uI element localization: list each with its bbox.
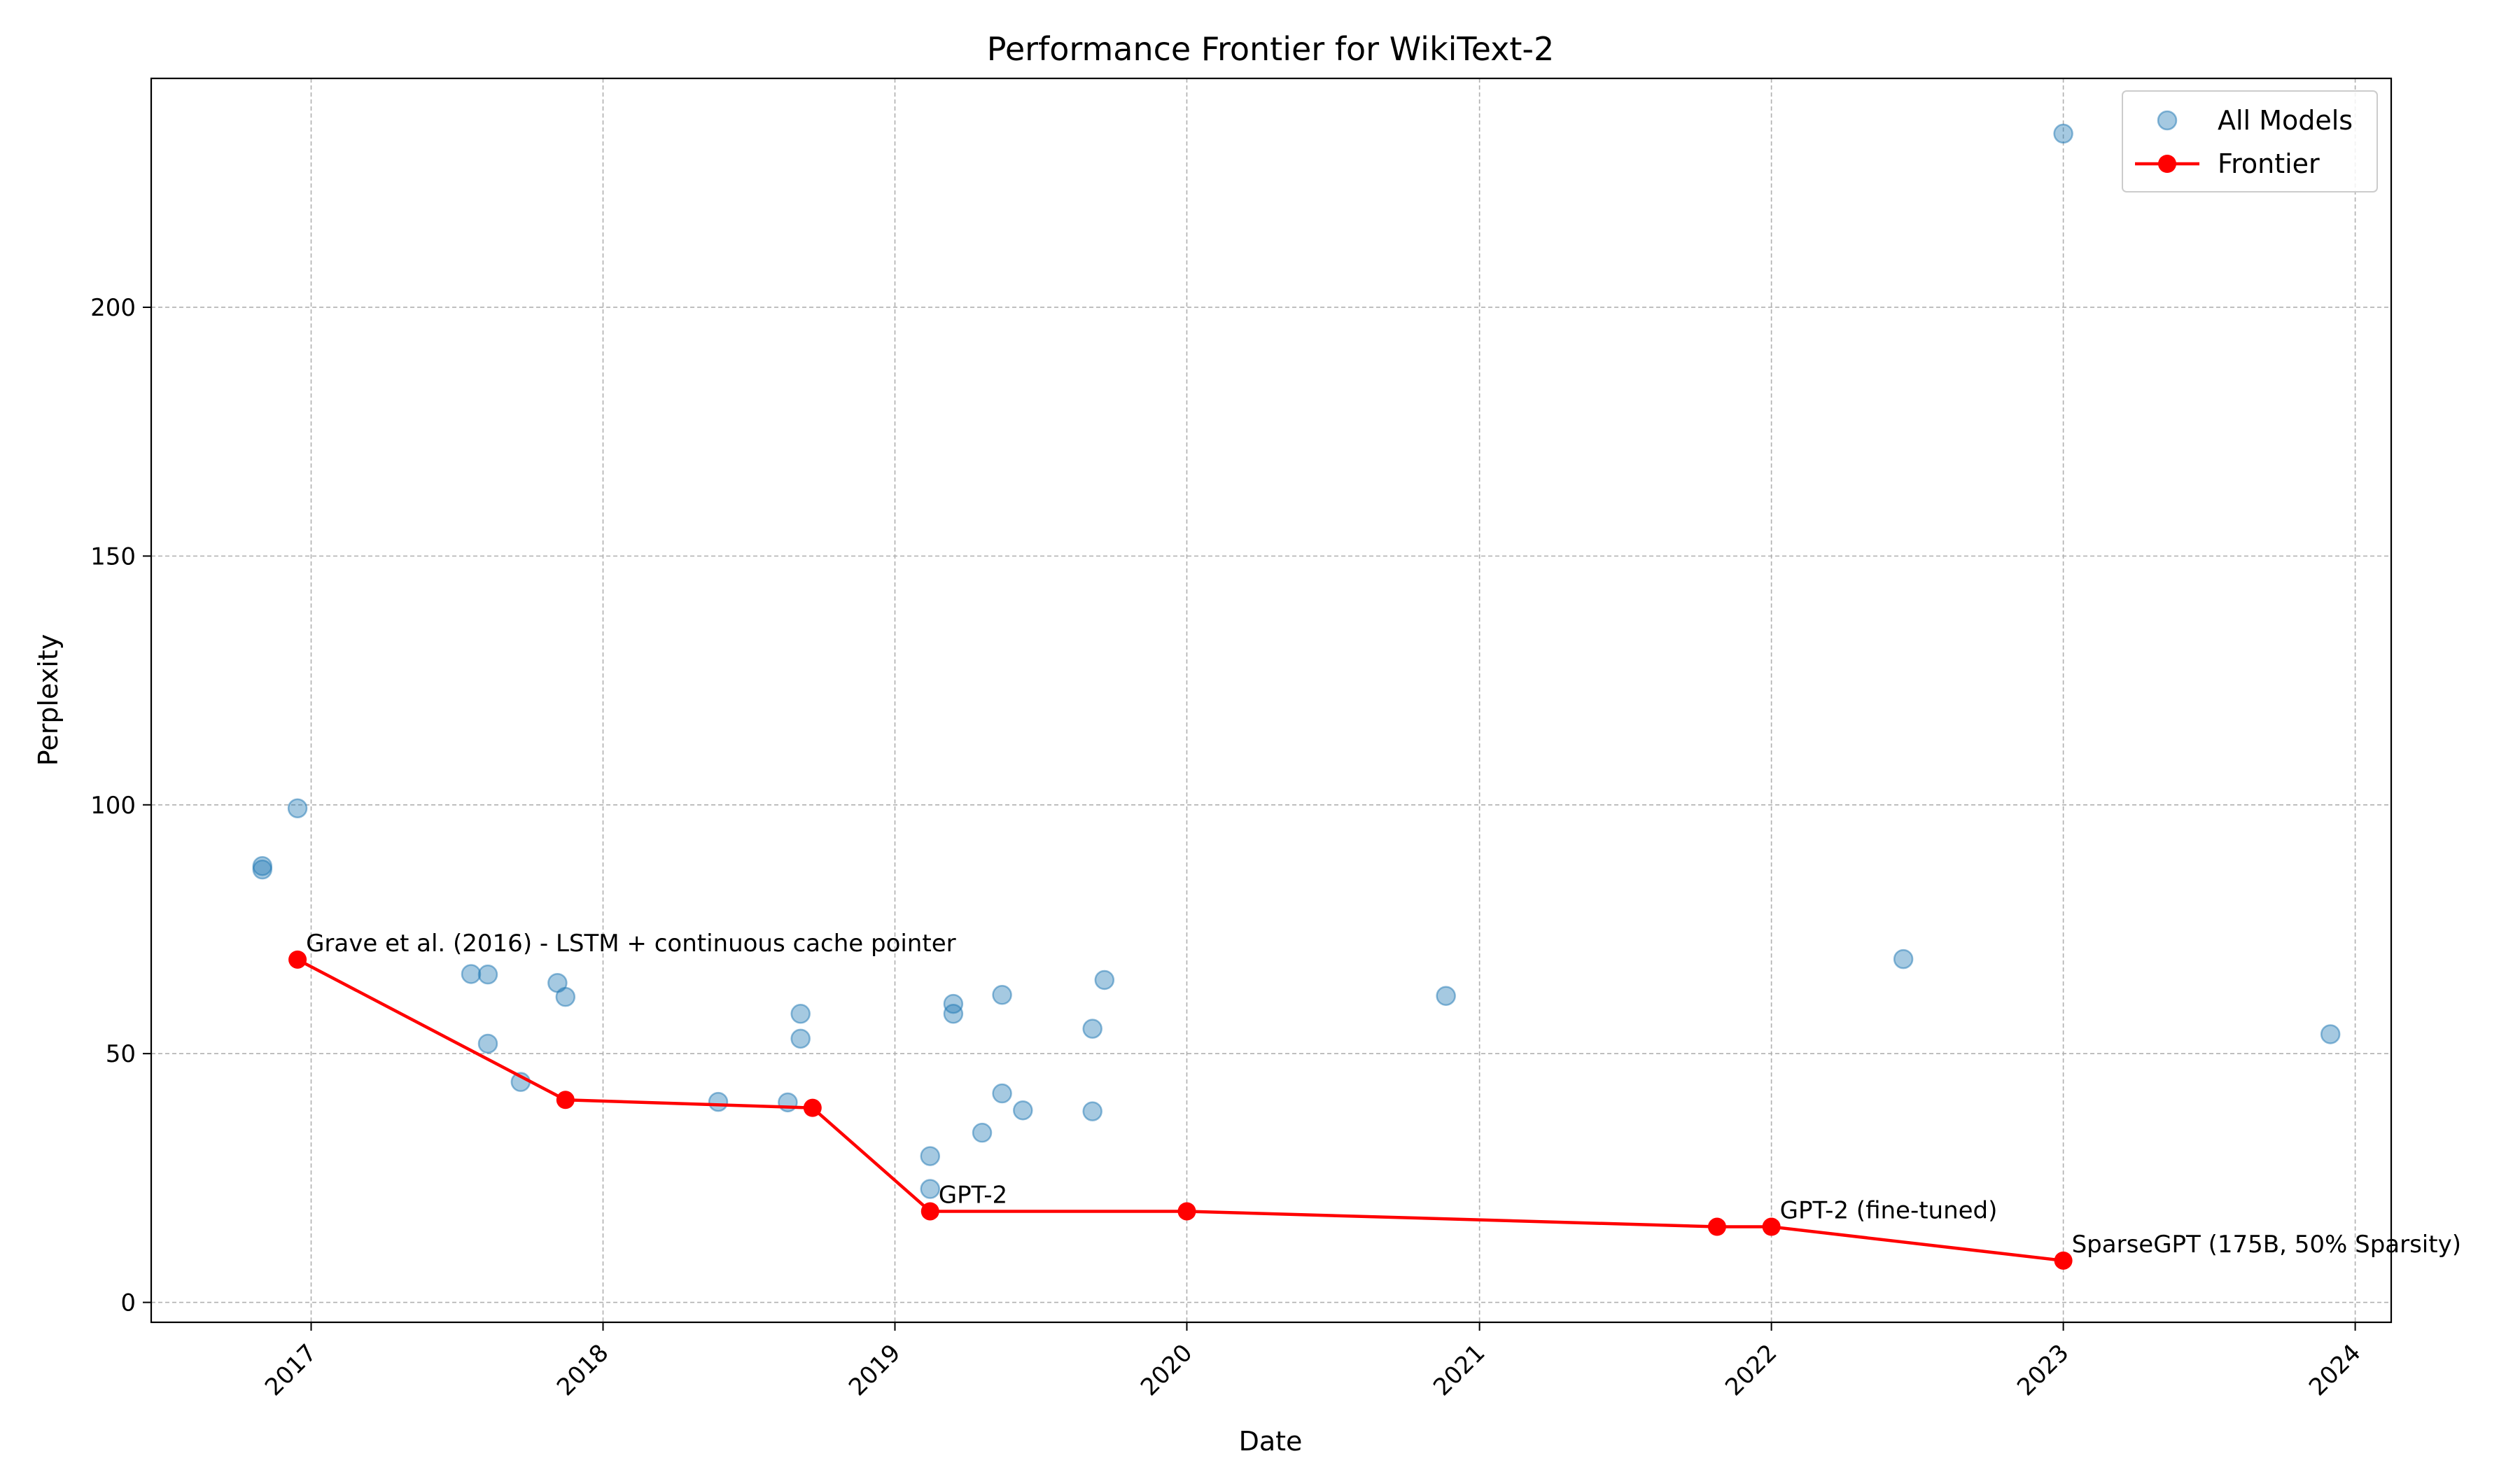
plot-frame — [150, 77, 2393, 1324]
frontier-point — [1177, 1202, 1196, 1221]
all-models-point — [708, 1091, 729, 1112]
all-models-point — [992, 985, 1012, 1005]
series-layer — [252, 123, 2341, 1270]
all-models-point — [1094, 969, 1115, 990]
all-models-point — [252, 859, 273, 880]
legend: All Models Frontier — [2122, 90, 2378, 192]
all-models-point — [790, 1028, 811, 1049]
legend-frontier-label: Frontier — [2218, 148, 2320, 179]
all-models-point — [920, 1179, 940, 1199]
y-tick-label: 200 — [90, 294, 136, 322]
all-models-point — [477, 964, 498, 985]
y-tick-label: 150 — [90, 542, 136, 570]
x-axis-label: Date — [1239, 1426, 1303, 1457]
chart-title: Performance Frontier for WikiText-2 — [987, 30, 1555, 68]
y-axis-label: Perplexity — [33, 634, 64, 766]
annotation-label: GPT-2 — [939, 1181, 1007, 1209]
all-models-point — [2053, 123, 2073, 144]
all-models-point — [790, 1004, 811, 1024]
frontier-point — [803, 1098, 822, 1117]
annotation-label: SparseGPT (175B, 50% Sparsity) — [2072, 1231, 2461, 1259]
frontier-point — [2054, 1251, 2073, 1270]
all-models-point — [555, 986, 576, 1007]
all-models-point — [992, 1083, 1012, 1104]
annotation-label: GPT-2 (fine-tuned) — [1780, 1197, 1998, 1225]
legend-all-models-label: All Models — [2218, 105, 2353, 136]
frontier-point — [1707, 1217, 1726, 1236]
all-models-point — [943, 1004, 964, 1024]
all-models-point — [1436, 986, 1456, 1006]
frontier-point — [556, 1091, 575, 1110]
all-models-point — [461, 964, 482, 984]
annot-layer: Grave et al. (2016) - LSTM + continuous … — [306, 930, 2461, 1259]
all-models-point — [1082, 1101, 1102, 1121]
all-models-point — [1082, 1018, 1102, 1039]
frontier-point — [1762, 1217, 1781, 1236]
all-models-point — [287, 798, 308, 818]
y-tick-label: 50 — [106, 1040, 136, 1068]
all-models-point — [920, 1146, 940, 1166]
annotation-label: Grave et al. (2016) - LSTM + continuous … — [306, 930, 956, 958]
frontier-point — [920, 1202, 939, 1221]
all-models-point — [2320, 1024, 2341, 1044]
legend-all-models-marker — [2157, 110, 2178, 131]
legend-box — [2122, 90, 2378, 192]
all-models-point — [477, 1033, 498, 1054]
legend-frontier-marker — [2158, 155, 2176, 173]
all-models-point — [1893, 948, 1914, 969]
frontier-point — [288, 950, 307, 969]
all-models-point — [1013, 1100, 1033, 1121]
y-tick-label: 0 — [120, 1289, 136, 1317]
all-models-point — [972, 1122, 993, 1143]
y-tick-label: 100 — [90, 792, 136, 820]
grid-layer — [151, 78, 2391, 1322]
